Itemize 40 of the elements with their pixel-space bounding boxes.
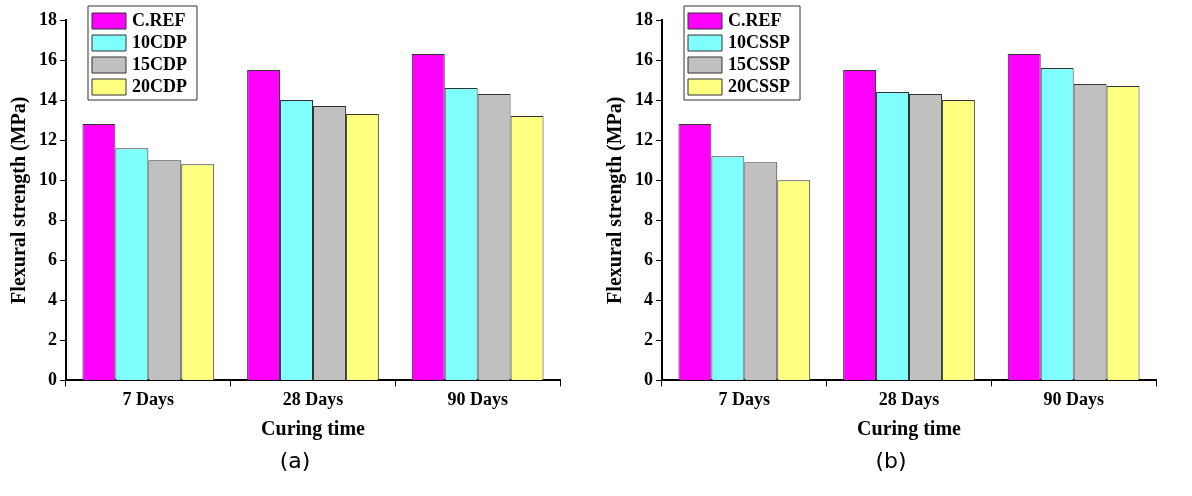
legend-label: 15CDP xyxy=(132,53,187,74)
legend-label: 10CDP xyxy=(132,31,187,52)
y-tick-label: 4 xyxy=(644,288,653,309)
legend-label: 10CSSP xyxy=(728,31,791,52)
y-tick-label: 16 xyxy=(39,48,57,69)
y-tick-label: 4 xyxy=(48,288,57,309)
y-tick-label: 18 xyxy=(39,8,57,29)
legend-label: 20CDP xyxy=(132,75,187,96)
y-tick-label: 10 xyxy=(39,168,57,189)
legend-label: 15CSSP xyxy=(728,53,791,74)
legend-label: C.REF xyxy=(132,9,186,30)
x-tick-label: 7 Days xyxy=(122,388,175,409)
text: (b) xyxy=(874,448,908,473)
x-tick-label: 7 Days xyxy=(718,388,771,409)
y-tick-label: 6 xyxy=(48,248,57,269)
text: (a) xyxy=(278,448,312,473)
y-tick-label: 10 xyxy=(635,168,653,189)
y-tick-label: 0 xyxy=(644,369,653,390)
x-tick-label: 28 Days xyxy=(878,388,940,409)
x-axis-title: Curing time xyxy=(261,417,366,441)
x-tick-label: 90 Days xyxy=(1043,388,1104,409)
y-tick-label: 16 xyxy=(635,48,653,69)
y-tick-label: 18 xyxy=(635,8,653,29)
y-tick-label: 2 xyxy=(644,329,653,350)
x-axis-title: Curing time xyxy=(857,417,962,441)
y-axis-title: Flexural strength (MPa) xyxy=(7,96,31,304)
legend-label: 20CSSP xyxy=(728,75,791,96)
y-tick-label: 6 xyxy=(644,248,653,269)
y-tick-label: 14 xyxy=(635,88,653,109)
legend-label: C.REF xyxy=(728,9,782,30)
y-tick-label: 8 xyxy=(48,208,57,229)
y-axis-title: Flexural strength (MPa) xyxy=(603,96,627,304)
y-tick-label: 8 xyxy=(644,208,653,229)
y-tick-label: 2 xyxy=(48,329,57,350)
y-tick-label: 12 xyxy=(39,128,57,149)
y-tick-label: 12 xyxy=(635,128,653,149)
x-tick-label: 90 Days xyxy=(447,388,508,409)
y-tick-label: 0 xyxy=(48,369,57,390)
x-tick-label: 28 Days xyxy=(282,388,344,409)
y-tick-label: 14 xyxy=(39,88,57,109)
